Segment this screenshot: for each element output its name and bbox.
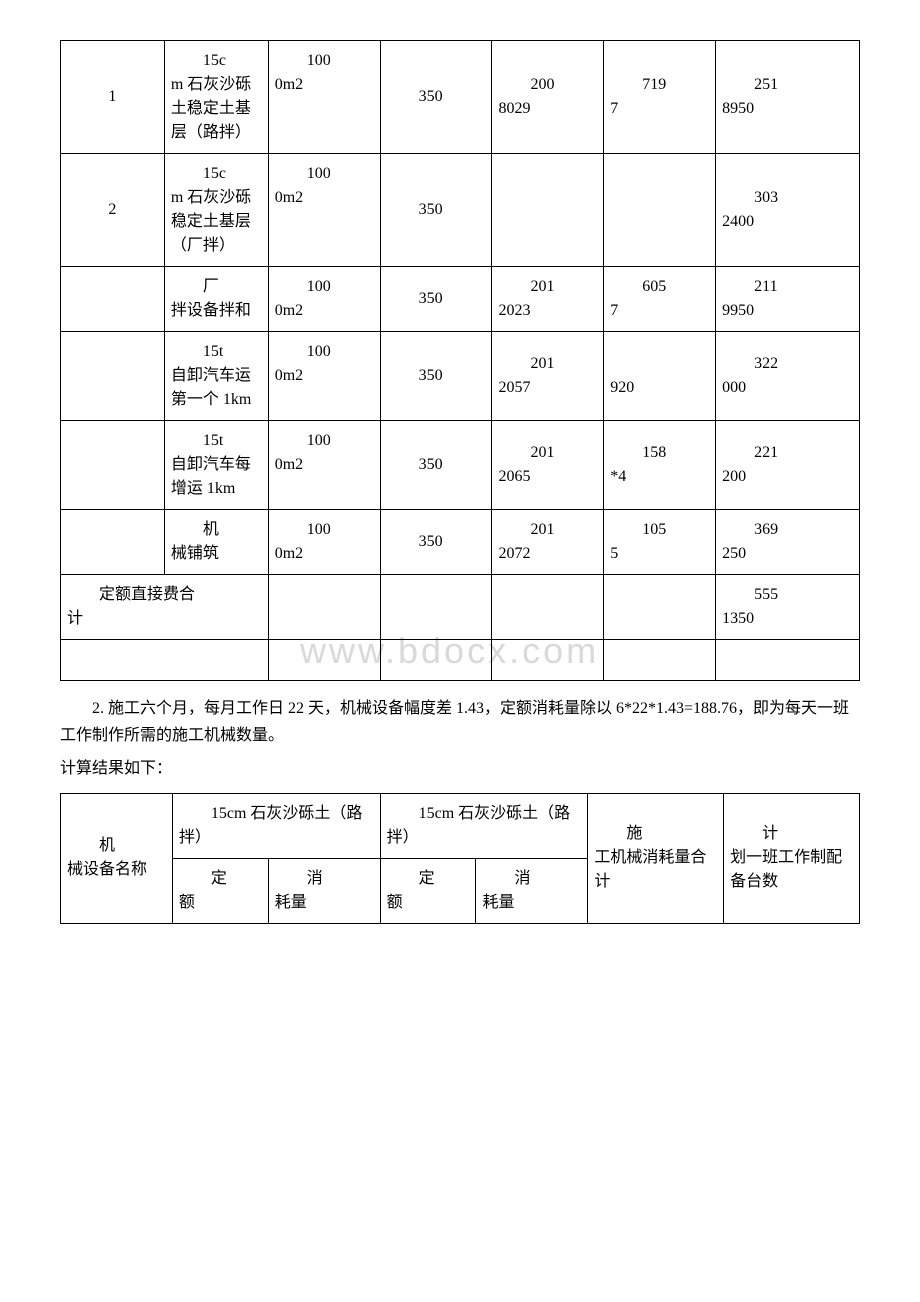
row-qty: 350: [380, 267, 492, 332]
header-plan-count: 计划一班工作制配备台数: [724, 793, 860, 923]
row-qty: 350: [380, 421, 492, 510]
row-code: 2012057: [492, 332, 604, 421]
subheader-consume-2: 消耗量: [476, 858, 588, 923]
row-amount: 221200: [716, 421, 860, 510]
row-code: [492, 154, 604, 267]
header-group-2: 15cm 石灰沙砾土（路拌）: [380, 793, 588, 858]
empty-cell: [380, 640, 492, 681]
row-item-name: 机械铺筑: [164, 510, 268, 575]
paragraph-result-intro: 计算结果如下：: [60, 755, 860, 782]
table-row: 15t自卸汽车运第一个 1km 1000m2 350 2012057 920 3…: [61, 332, 860, 421]
row-qty: 350: [380, 154, 492, 267]
row-item-name: 15cm 石灰沙砾稳定土基层（厂拌）: [164, 154, 268, 267]
row-item-name: 厂拌设备拌和: [164, 267, 268, 332]
table-row: 2 15cm 石灰沙砾稳定土基层（厂拌） 1000m2 350 3032400: [61, 154, 860, 267]
cost-table: 1 15cm 石灰沙砾土稳定土基层（路拌） 1000m2 350 2008029…: [60, 40, 860, 681]
row-rate: 6057: [604, 267, 716, 332]
row-amount: 369250: [716, 510, 860, 575]
row-rate: 920: [604, 332, 716, 421]
header-machine-name: 机械设备名称: [61, 793, 173, 923]
row-qty: 350: [380, 332, 492, 421]
row-unit: 1000m2: [268, 421, 380, 510]
row-index: [61, 332, 165, 421]
row-code: 2012023: [492, 267, 604, 332]
sum-label: 定额直接费合计: [61, 575, 269, 640]
header-group-1: 15cm 石灰沙砾土（路拌）: [172, 793, 380, 858]
row-code: 2012072: [492, 510, 604, 575]
subheader-quota-2: 定额: [380, 858, 476, 923]
row-index: 2: [61, 154, 165, 267]
row-index: [61, 510, 165, 575]
paragraph-calculation: 2. 施工六个月，每月工作日 22 天，机械设备幅度差 1.43，定额消耗量除以…: [60, 695, 860, 749]
empty-cell: [604, 640, 716, 681]
machinery-table: 机械设备名称 15cm 石灰沙砾土（路拌） 15cm 石灰沙砾土（路拌） 施工机…: [60, 793, 860, 924]
empty-row: [61, 640, 860, 681]
row-unit: 1000m2: [268, 41, 380, 154]
sum-empty: [492, 575, 604, 640]
row-code: 2008029: [492, 41, 604, 154]
header-total-consumption: 施工机械消耗量合计: [588, 793, 724, 923]
row-amount: 2119950: [716, 267, 860, 332]
table-row: 1 15cm 石灰沙砾土稳定土基层（路拌） 1000m2 350 2008029…: [61, 41, 860, 154]
sum-amount: 5551350: [716, 575, 860, 640]
sum-empty: [380, 575, 492, 640]
row-code: 2012065: [492, 421, 604, 510]
row-amount: 2518950: [716, 41, 860, 154]
sum-empty: [604, 575, 716, 640]
row-index: 1: [61, 41, 165, 154]
empty-cell: [716, 640, 860, 681]
row-unit: 1000m2: [268, 510, 380, 575]
row-index: [61, 267, 165, 332]
row-item-name: 15t自卸汽车每增运 1km: [164, 421, 268, 510]
row-item-name: 15t自卸汽车运第一个 1km: [164, 332, 268, 421]
table-header-row: 机械设备名称 15cm 石灰沙砾土（路拌） 15cm 石灰沙砾土（路拌） 施工机…: [61, 793, 860, 858]
row-unit: 1000m2: [268, 267, 380, 332]
row-rate: [604, 154, 716, 267]
row-amount: 322000: [716, 332, 860, 421]
row-rate: 7197: [604, 41, 716, 154]
row-item-name: 15cm 石灰沙砾土稳定土基层（路拌）: [164, 41, 268, 154]
subheader-consume-1: 消耗量: [268, 858, 380, 923]
sum-row: 定额直接费合计 5551350: [61, 575, 860, 640]
row-rate: 158*4: [604, 421, 716, 510]
empty-cell: [268, 640, 380, 681]
table-row: 厂拌设备拌和 1000m2 350 2012023 6057 2119950: [61, 267, 860, 332]
table-row: 15t自卸汽车每增运 1km 1000m2 350 2012065 158*4 …: [61, 421, 860, 510]
row-rate: 1055: [604, 510, 716, 575]
sum-empty: [268, 575, 380, 640]
row-amount: 3032400: [716, 154, 860, 267]
row-qty: 350: [380, 41, 492, 154]
row-unit: 1000m2: [268, 154, 380, 267]
empty-cell: [61, 640, 269, 681]
empty-cell: [492, 640, 604, 681]
subheader-quota-1: 定额: [172, 858, 268, 923]
table-row: 机械铺筑 1000m2 350 2012072 1055 369250: [61, 510, 860, 575]
row-unit: 1000m2: [268, 332, 380, 421]
row-index: [61, 421, 165, 510]
row-qty: 350: [380, 510, 492, 575]
